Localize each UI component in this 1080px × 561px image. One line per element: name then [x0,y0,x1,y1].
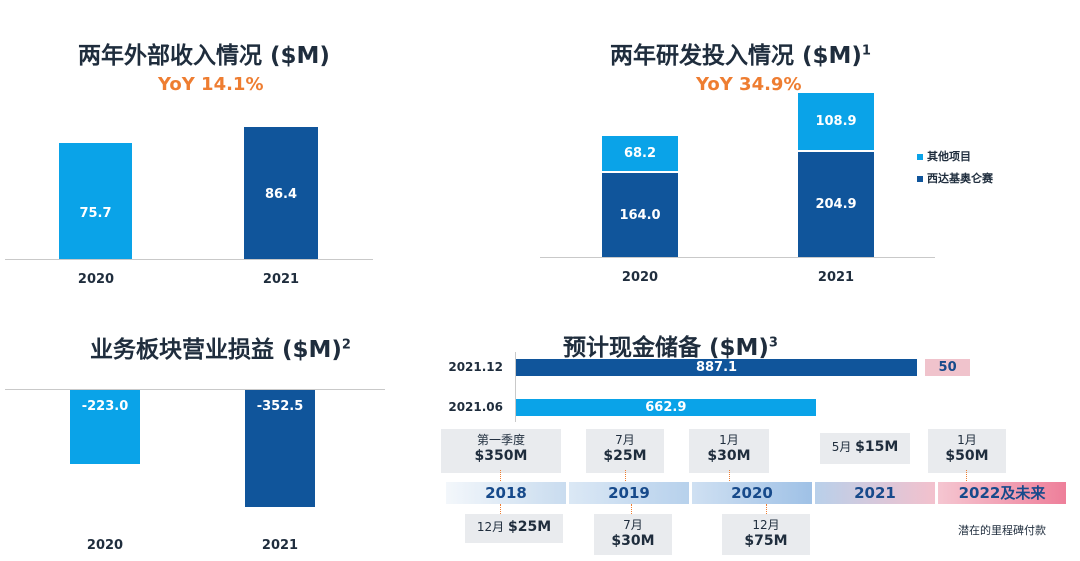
timeline-year-2019: 2019 [569,482,689,504]
chart2-title-text: 两年研发投入情况 ($M) [610,43,862,69]
chart3-bar-2021 [245,390,315,507]
legend-swatch-main [917,176,923,182]
chart2-legend-main: 西达基奥仑赛 [917,170,993,186]
connector [729,470,730,481]
chart1-axis [5,259,373,260]
chart3-cat-2021: 2021 [261,538,299,553]
milestone-below-2019: 7月 $30M [594,514,672,555]
chart2-label-2020-other: 68.2 [623,146,657,161]
chart2-label-2021-main: 204.9 [815,197,857,212]
chart2-legend-other: 其他项目 [917,148,971,164]
milestone-above-2018-l1: 第一季度 [476,433,525,447]
connector [500,470,501,481]
chart4-title-sup: 3 [768,335,778,351]
milestone-above-2018-l2: $350M [474,448,528,464]
milestone-above-2021: 5月 $15M [820,433,910,464]
milestone-above-2018: 第一季度 $350M [441,429,561,473]
chart3-axis [5,389,385,390]
chart3-title-sup: 2 [341,337,351,353]
chart3-title: 业务板块营业损益 ($M)2 [90,330,351,364]
chart2-bar-2020-other [602,135,678,172]
chart2-yoy: YoY 34.9% [696,74,802,95]
chart1-yoy: YoY 14.1% [158,74,264,95]
chart3-label-2020: -223.0 [81,399,129,414]
milestone-below-2018: 12月 $25M [465,514,563,543]
chart3-label-2021: -352.5 [256,399,304,414]
chart1-cat-2020: 2020 [77,272,115,287]
milestone-above-2022: 1月 $50M [928,429,1006,473]
connector [631,504,632,514]
milestone-above-2022-l1: 1月 [957,433,977,447]
chart4-bar-extra: 50 [925,359,971,376]
chart2-title-sup: 1 [861,43,871,59]
milestone-above-2020-l2: $30M [707,448,751,464]
milestone-below-2020-l1: 12月 [752,518,780,532]
milestone-above-2019-l1: 7月 [615,433,635,447]
chart1-bar-2020 [59,143,132,259]
chart1-title: 两年外部收入情况 ($M) [78,43,330,69]
chart2-bar-2021-other [798,93,874,150]
milestone-below-2019-l2: $30M [611,533,655,549]
connector [500,504,501,514]
milestone-below-2018-l1: 12月 [476,520,505,534]
timeline-year-2018: 2018 [446,482,566,504]
connector [625,470,626,481]
chart2-axis [540,257,935,258]
timeline-year-2021: 2021 [815,482,935,504]
chart1-label-2020: 75.7 [79,206,112,221]
chart1-cat-2021: 2021 [262,272,300,287]
milestone-below-2020: 12月 $75M [722,514,810,555]
chart3-bar-2020 [70,390,140,465]
legend-label-main: 西达基奥仑赛 [927,172,993,185]
chart2-bar-2020-main [602,171,678,257]
milestone-below-2019-l1: 7月 [623,518,643,532]
chart4-axis [515,352,516,422]
chart4-cat-2021-12: 2021.12 [448,360,503,374]
chart1-label-2021: 86.4 [264,187,298,202]
chart2-bar-2021-main [798,149,874,257]
legend-label-other: 其他项目 [927,150,971,163]
milestone-above-2020: 1月 $30M [689,429,769,473]
chart2-title: 两年研发投入情况 ($M)1 [610,36,871,70]
chart2-cat-2021: 2021 [817,270,855,285]
timeline-year-2020: 2020 [692,482,812,504]
milestone-above-2021-l2: $15M [855,439,899,455]
chart4-cat-2021-06: 2021.06 [448,400,503,414]
milestone-above-2022-l2: $50M [945,448,989,464]
milestone-above-2021-l1: 5月 [831,440,852,454]
chart4-bar-2021-12: 887.1 [516,359,917,376]
chart3-cat-2020: 2020 [86,538,124,553]
milestone-below-2018-l2: $25M [507,519,552,535]
connector [966,470,967,481]
legend-swatch-other [917,154,923,160]
chart2-cat-2020: 2020 [621,270,659,285]
chart4-title: 预计现金储备 ($M)3 [563,328,778,362]
chart4-bar-2021-06: 662.9 [516,399,816,416]
milestone-below-future: 潜在的里程碑付款 [958,524,1046,537]
milestone-below-2020-l2: $75M [744,533,788,549]
chart4-title-text: 预计现金储备 ($M) [563,335,769,361]
connector [766,504,767,514]
timeline-year-2022: 2022及未来 [938,482,1066,504]
chart1-bar-2021 [244,127,318,259]
chart3-title-text: 业务板块营业损益 ($M) [90,337,342,363]
milestone-above-2019: 7月 $25M [586,429,664,473]
chart2-label-2021-other: 108.9 [815,114,857,129]
milestone-above-2019-l2: $25M [603,448,647,464]
milestone-above-2020-l1: 1月 [719,433,739,447]
chart2-label-2020-main: 164.0 [619,208,661,223]
